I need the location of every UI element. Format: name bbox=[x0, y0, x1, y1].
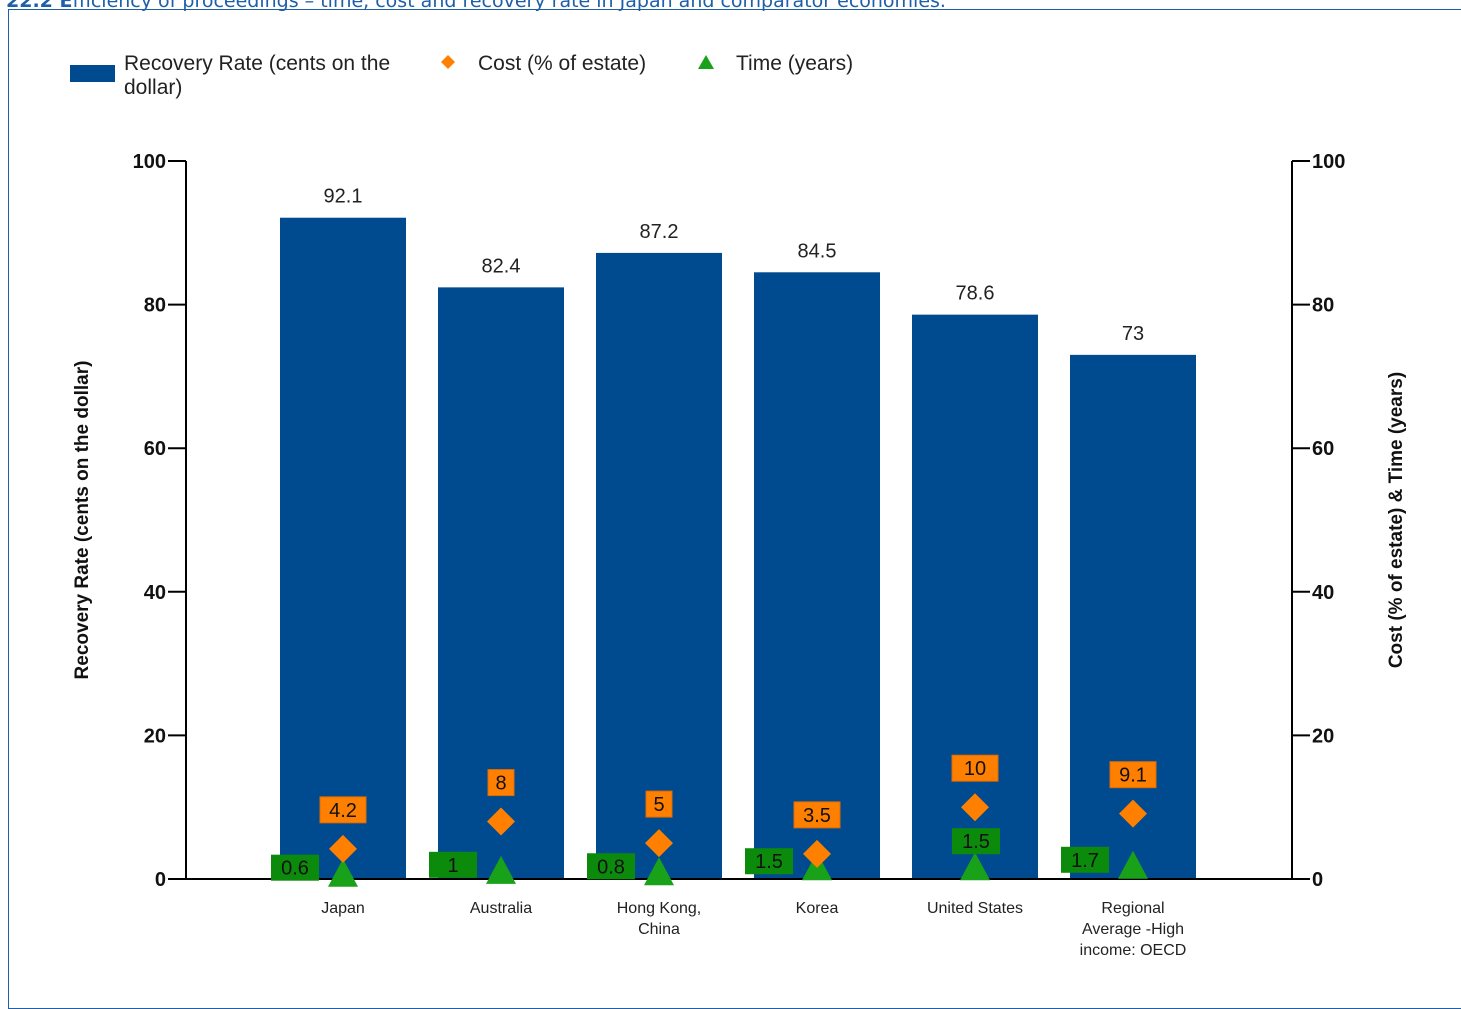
x-category-label-0-0: Japan bbox=[321, 900, 365, 917]
time-label-box-2 bbox=[587, 853, 635, 880]
time-label-3: 1.5 bbox=[755, 851, 783, 873]
time-marker-5 bbox=[1118, 850, 1148, 879]
bar-value-label-2: 87.2 bbox=[640, 221, 679, 243]
cost-marker-1 bbox=[487, 807, 515, 836]
cost-label-5: 9.1 bbox=[1119, 765, 1147, 787]
x-category-label-5-1: Average -High bbox=[1082, 921, 1184, 938]
y-axis-left-title: Recovery Rate (cents on the dollar) bbox=[72, 361, 93, 680]
y-tick-label-right-4: 80 bbox=[1312, 295, 1334, 317]
cost-marker-0 bbox=[329, 834, 357, 863]
y-tick-label-right-1: 20 bbox=[1312, 725, 1334, 747]
bar-value-label-3: 84.5 bbox=[798, 240, 837, 262]
x-category-label-5-2: income: OECD bbox=[1080, 942, 1187, 959]
time-label-box-3 bbox=[745, 848, 793, 875]
cost-label-box-2 bbox=[645, 790, 673, 818]
cost-label-box-4 bbox=[951, 754, 999, 782]
bar-value-label-4: 78.6 bbox=[956, 283, 995, 305]
y-tick-label-right-5: 100 bbox=[1312, 151, 1345, 173]
cost-marker-4 bbox=[961, 793, 989, 822]
y-tick-label-left-1: 20 bbox=[144, 725, 166, 747]
x-category-label-4-0: United States bbox=[927, 900, 1023, 917]
time-label-4: 1.5 bbox=[962, 831, 990, 853]
figure-caption-text: fficiency of proceedings – time, cost an… bbox=[72, 0, 946, 11]
x-category-label-3-0: Korea bbox=[796, 900, 839, 917]
x-category-label-5-0: Regional bbox=[1101, 900, 1164, 917]
bar-value-label-1: 82.4 bbox=[482, 255, 521, 277]
legend-label-recovery-1: dollar) bbox=[124, 76, 182, 99]
y-tick-label-left-3: 60 bbox=[144, 438, 166, 460]
figure-number: 22.2 E bbox=[6, 0, 73, 11]
cost-label-box-5 bbox=[1109, 761, 1157, 789]
cost-label-box-0 bbox=[319, 796, 367, 824]
time-marker-2 bbox=[644, 857, 674, 886]
time-label-5: 1.7 bbox=[1071, 850, 1099, 872]
cost-marker-2 bbox=[645, 829, 673, 858]
y-tick-label-left-0: 0 bbox=[155, 869, 166, 891]
cost-marker-3 bbox=[803, 839, 831, 868]
time-marker-4 bbox=[960, 852, 990, 881]
bar-3 bbox=[754, 272, 880, 879]
legend-swatch-cost bbox=[441, 55, 455, 69]
cost-label-box-3 bbox=[793, 801, 841, 829]
cost-label-4: 10 bbox=[964, 758, 986, 780]
cost-label-0: 4.2 bbox=[329, 800, 357, 822]
time-label-box-4 bbox=[952, 828, 1000, 855]
x-category-label-2-1: China bbox=[638, 921, 680, 938]
legend-label-cost: Cost (% of estate) bbox=[478, 52, 646, 75]
cost-label-1: 8 bbox=[495, 773, 506, 795]
x-category-label-2-0: Hong Kong, bbox=[617, 900, 702, 917]
time-marker-0 bbox=[328, 858, 358, 887]
y-tick-label-right-2: 40 bbox=[1312, 582, 1334, 604]
figure-caption: 22.2 Efficiency of proceedings – time, c… bbox=[6, 0, 1456, 11]
cost-label-3: 3.5 bbox=[803, 805, 831, 827]
cost-label-box-1 bbox=[487, 769, 515, 797]
time-label-box-5 bbox=[1061, 846, 1109, 873]
y-axis-right-title: Cost (% of estate) & Time (years) bbox=[1386, 372, 1407, 668]
time-marker-1 bbox=[486, 855, 516, 884]
cost-label-2: 5 bbox=[653, 794, 664, 816]
cost-marker-5 bbox=[1119, 799, 1147, 828]
y-tick-label-left-5: 100 bbox=[133, 151, 166, 173]
bar-value-label-0: 92.1 bbox=[324, 186, 363, 208]
y-tick-label-right-3: 60 bbox=[1312, 438, 1334, 460]
bar-value-label-5: 73 bbox=[1122, 323, 1144, 345]
legend-swatch-recovery bbox=[70, 65, 115, 82]
bar-4 bbox=[912, 314, 1038, 880]
time-label-0: 0.6 bbox=[281, 858, 309, 880]
bar-5 bbox=[1070, 354, 1196, 879]
time-label-box-0 bbox=[271, 854, 319, 881]
y-tick-label-left-2: 40 bbox=[144, 582, 166, 604]
time-label-2: 0.8 bbox=[597, 856, 625, 878]
y-tick-label-left-4: 80 bbox=[144, 295, 166, 317]
legend-label-time: Time (years) bbox=[736, 52, 853, 75]
time-label-box-1 bbox=[429, 851, 477, 878]
x-category-label-1-0: Australia bbox=[470, 900, 532, 917]
legend-swatch-time bbox=[698, 55, 714, 69]
bar-0 bbox=[280, 217, 406, 880]
time-label-1: 1 bbox=[447, 855, 458, 877]
bar-2 bbox=[596, 252, 722, 880]
legend-label-recovery-0: Recovery Rate (cents on the bbox=[124, 52, 390, 75]
y-tick-label-right-0: 0 bbox=[1312, 869, 1323, 891]
